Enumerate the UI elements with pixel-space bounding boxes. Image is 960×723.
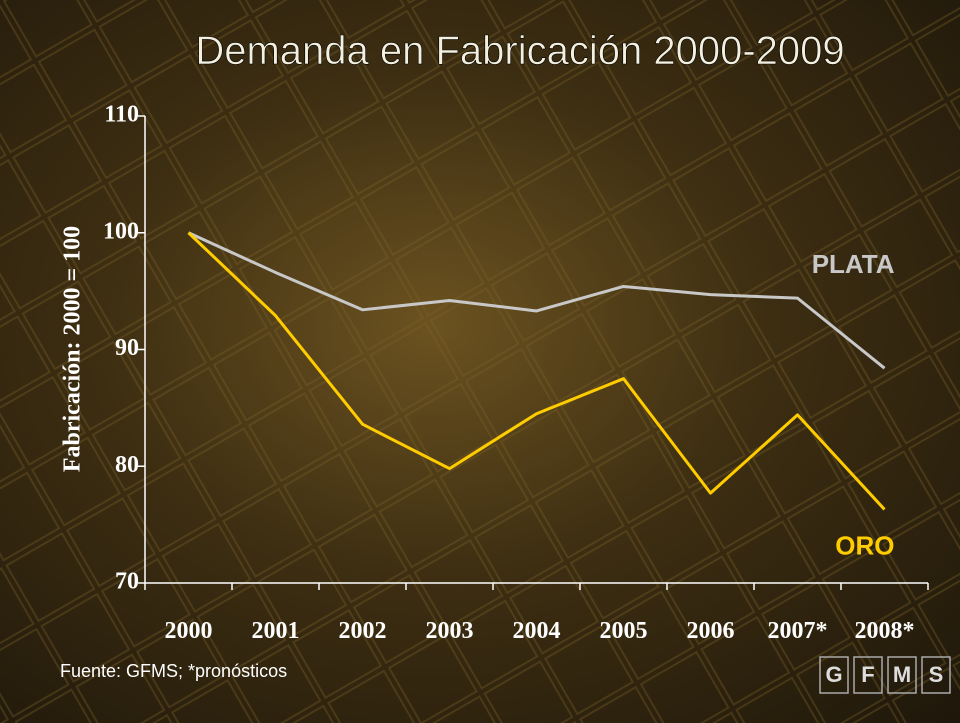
y-tick-label: 70 [115,569,139,595]
y-axis-label: Fabricación: 2000 = 100 [60,226,86,472]
x-tick-label: 2006 [687,618,735,644]
logo-letter: S [929,662,944,687]
x-tick-label: 2008* [855,618,915,644]
x-tick-label: 2002 [339,618,387,644]
logo-box [887,656,917,694]
chart-title: Demanda en Fabricación 2000-2009 [195,29,844,73]
y-tick-label: 110 [104,102,139,128]
logo-box [921,656,951,694]
series-line [187,231,886,511]
logo-box [819,656,849,694]
x-tick-label: 2003 [426,618,474,644]
y-tick-label: 80 [115,452,139,478]
x-tick-label: 2001 [252,618,300,644]
logo-letter: G [825,662,842,687]
y-tick-label: 100 [103,218,139,244]
x-tick-label: 2004 [513,618,561,644]
series-line [187,231,886,370]
logo-letter: M [893,662,911,687]
series-label: PLATA [812,249,895,279]
x-tick-label: 2005 [600,618,648,644]
logo-box [853,656,883,694]
x-tick-label: 2000 [165,618,213,644]
logo-letter: F [861,662,874,687]
x-tick-label: 2007* [768,618,828,644]
y-tick-label: 90 [115,335,139,361]
series-label: ORO [835,530,894,560]
source-note: Fuente: GFMS; *pronósticos [60,661,287,681]
